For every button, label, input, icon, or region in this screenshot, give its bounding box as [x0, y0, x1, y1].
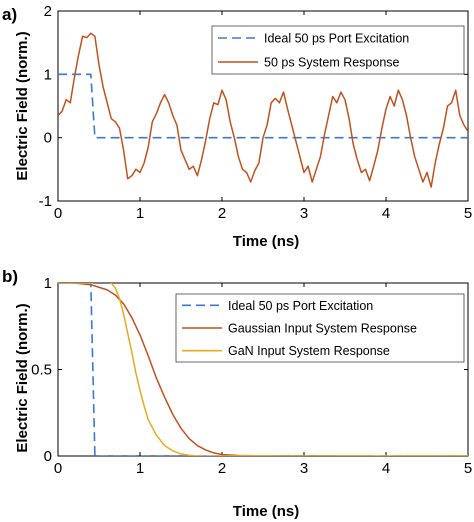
series-line-2 [58, 32, 468, 188]
series-line-2 [58, 283, 468, 456]
legend-label: 50 ps System Response [264, 56, 400, 70]
y-tick-label: 0 [44, 448, 52, 465]
x-tick-label: 5 [464, 205, 472, 222]
x-tick-label: 1 [136, 205, 144, 222]
panel-b-plot-area: 0 1 2 3 4 5 0 0.5 1 Ideal 50 ps Port Excitation Ga… [31, 275, 472, 477]
legend-label: Ideal 50 ps Port Excitation [228, 299, 373, 313]
legend-label: GaN Input System Response [228, 344, 390, 358]
legend: Ideal 50 ps Port Excitation 50 ps System … [211, 25, 465, 75]
y-tick-label: -1 [39, 193, 52, 210]
legend-box [175, 293, 465, 363]
y-tick-label: 2 [44, 3, 52, 20]
y-tick-label: 0.5 [31, 362, 52, 379]
series-line-3 [58, 283, 468, 456]
y-tick-label: 1 [44, 275, 52, 292]
legend: Ideal 50 ps Port Excitation Gaussian Inpu… [175, 293, 465, 363]
panel-b-label: b) [2, 267, 18, 286]
panel-a-label: a) [2, 5, 17, 24]
panel-b-x-axis-label: Time (ns) [233, 503, 299, 520]
x-tick-label: 5 [464, 460, 472, 477]
y-tick-label: 1 [44, 66, 52, 83]
x-tick-label: 4 [382, 205, 390, 222]
y-tick-label: 0 [44, 130, 52, 147]
series-line-1 [58, 283, 468, 456]
legend-label: Gaussian Input System Response [228, 322, 417, 336]
legend-label: Ideal 50 ps Port Excitation [264, 32, 409, 46]
panel-b: b) 0 1 2 3 4 5 0 0.5 1 Ideal 50 ps Port Excitatio… [2, 267, 472, 520]
x-tick-label: 0 [54, 205, 62, 222]
x-tick-label: 2 [218, 205, 226, 222]
x-tick-label: 4 [382, 460, 390, 477]
x-tick-label: 3 [300, 460, 308, 477]
x-tick-label: 3 [300, 205, 308, 222]
panel-a-x-axis-label: Time (ns) [233, 233, 299, 250]
legend-box [211, 25, 465, 75]
panel-a-y-axis-label: Electric Field (norm.) [14, 31, 31, 180]
x-tick-label: 2 [218, 460, 226, 477]
x-tick-label: 0 [54, 460, 62, 477]
panel-b-y-axis-label: Electric Field (norm.) [14, 303, 31, 452]
x-tick-label: 1 [136, 460, 144, 477]
